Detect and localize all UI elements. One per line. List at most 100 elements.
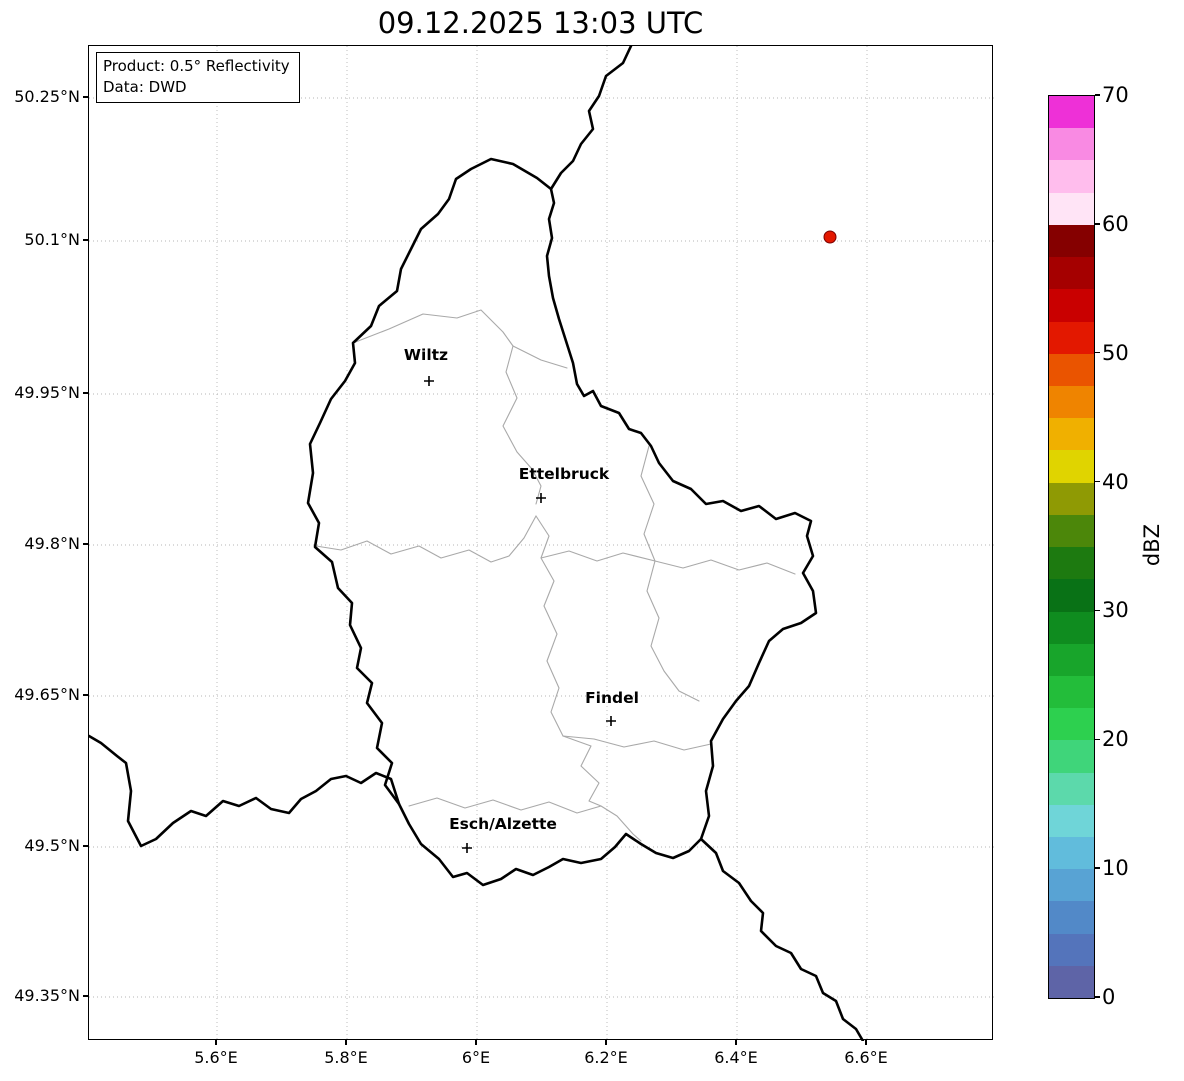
- colorbar-segment: [1049, 869, 1094, 902]
- x-tick-label: 6.2°E: [584, 1048, 628, 1067]
- colorbar-segment: [1049, 804, 1094, 838]
- x-tick-label: 6.6°E: [844, 1048, 888, 1067]
- canton-border-path: [654, 559, 796, 575]
- colorbar-segment: [1049, 837, 1094, 870]
- y-tick-mark: [83, 995, 88, 997]
- colorbar-segment: [1049, 611, 1094, 644]
- y-tick-mark: [83, 845, 88, 847]
- y-tick-label: 50.25°N: [14, 87, 80, 106]
- colorbar-tick-label: 10: [1102, 856, 1129, 881]
- colorbar-segment: [1049, 96, 1094, 129]
- colorbar-segment: [1049, 708, 1094, 741]
- colorbar-tick-mark: [1095, 480, 1100, 483]
- product-info-box: Product: 0.5° Reflectivity Data: DWD: [96, 52, 300, 103]
- map-plot-area: Wiltz Ettelbruck Findel Esch/Alzette Produc…: [88, 45, 994, 1041]
- canton-border-path: [535, 515, 564, 737]
- y-tick-label: 49.5°N: [24, 836, 80, 855]
- colorbar-tick-mark: [1095, 352, 1100, 354]
- colorbar-tick-label: 60: [1102, 211, 1129, 236]
- y-tick-mark: [83, 392, 88, 394]
- city-label: Esch/Alzette: [449, 815, 557, 833]
- colorbar-segment: [1049, 289, 1094, 322]
- colorbar-tick-label: 70: [1102, 83, 1129, 107]
- canton-border-path: [512, 345, 568, 369]
- canton-border-path: [502, 345, 542, 505]
- colorbar: [1048, 95, 1095, 999]
- radar-echo-dot: [823, 230, 837, 244]
- colorbar-tick-mark: [1095, 867, 1100, 869]
- colorbar-segment: [1049, 224, 1094, 258]
- product-info-line: Product: 0.5° Reflectivity: [103, 57, 290, 75]
- canton-border-path: [352, 309, 514, 347]
- data-source-line: Data: DWD: [103, 78, 187, 96]
- colorbar-segment: [1049, 901, 1094, 934]
- city-label: Ettelbruck: [519, 465, 610, 483]
- city-marker: [536, 493, 546, 503]
- x-tick-label: 5.6°E: [194, 1048, 238, 1067]
- colorbar-tick-mark: [1095, 94, 1100, 96]
- x-tick-mark: [605, 1040, 607, 1045]
- y-tick-label: 49.35°N: [14, 986, 80, 1005]
- colorbar-segment: [1049, 450, 1094, 483]
- x-tick-mark: [735, 1040, 737, 1045]
- city-marker: [424, 376, 434, 386]
- y-tick-mark: [83, 96, 88, 98]
- colorbar-segment: [1049, 128, 1094, 161]
- colorbar-segment: [1049, 514, 1094, 548]
- city-label: Findel: [585, 689, 639, 707]
- y-tick-mark: [83, 543, 88, 545]
- colorbar-tick-mark: [1095, 223, 1100, 225]
- canton-border-path: [640, 445, 656, 562]
- colorbar-tick-mark: [1095, 996, 1100, 998]
- colorbar-segment: [1049, 257, 1094, 290]
- colorbar-tick-label: 30: [1102, 598, 1129, 623]
- city-marker: [606, 716, 616, 726]
- colorbar-unit-label: dBZ: [1140, 523, 1164, 567]
- colorbar-tick-label: 20: [1102, 727, 1129, 752]
- colorbar-segment: [1049, 353, 1094, 386]
- x-tick-label: 6°E: [461, 1048, 491, 1067]
- x-tick-label: 5.8°E: [324, 1048, 368, 1067]
- canton-border-path: [646, 560, 700, 702]
- country-border-path: [549, 46, 633, 191]
- colorbar-segment: [1049, 385, 1094, 419]
- colorbar-segment: [1049, 482, 1094, 515]
- colorbar-tick-label: 40: [1102, 469, 1129, 494]
- country-border-path: [89, 734, 401, 848]
- x-tick-mark: [475, 1040, 477, 1045]
- canton-border-path: [408, 797, 642, 842]
- colorbar-tick-mark: [1095, 738, 1100, 740]
- y-tick-mark: [83, 239, 88, 241]
- x-tick-mark: [215, 1040, 217, 1045]
- x-tick-mark: [345, 1040, 347, 1045]
- country-border-path: [306, 157, 818, 887]
- x-tick-label: 6.4°E: [714, 1048, 758, 1067]
- y-tick-mark: [83, 694, 88, 696]
- canton-border-path: [562, 735, 712, 751]
- colorbar-segment: [1049, 965, 1094, 999]
- city-label: Wiltz: [404, 346, 448, 364]
- colorbar-tick-label: 0: [1102, 985, 1116, 1009]
- colorbar-segment: [1049, 579, 1094, 612]
- colorbar-segment: [1049, 643, 1094, 676]
- colorbar-segment: [1049, 547, 1094, 580]
- colorbar-segment: [1049, 933, 1094, 966]
- colorbar-segment: [1049, 418, 1094, 451]
- y-tick-label: 49.65°N: [14, 685, 80, 704]
- x-tick-mark: [865, 1040, 867, 1045]
- colorbar-segment: [1049, 772, 1094, 805]
- figure-title: 09.12.2025 13:03 UTC: [377, 6, 704, 40]
- y-tick-label: 49.8°N: [24, 534, 80, 553]
- colorbar-segment: [1049, 675, 1094, 709]
- colorbar-segment: [1049, 160, 1094, 193]
- colorbar-segment: [1049, 321, 1094, 354]
- y-tick-label: 50.1°N: [24, 230, 80, 249]
- colorbar-segment: [1049, 740, 1094, 773]
- city-marker: [462, 843, 472, 853]
- colorbar-tick-label: 50: [1102, 340, 1129, 365]
- canton-border-path: [562, 735, 602, 807]
- colorbar-tick-mark: [1095, 609, 1100, 612]
- canton-border-path: [315, 515, 537, 563]
- canton-border-path: [540, 550, 656, 562]
